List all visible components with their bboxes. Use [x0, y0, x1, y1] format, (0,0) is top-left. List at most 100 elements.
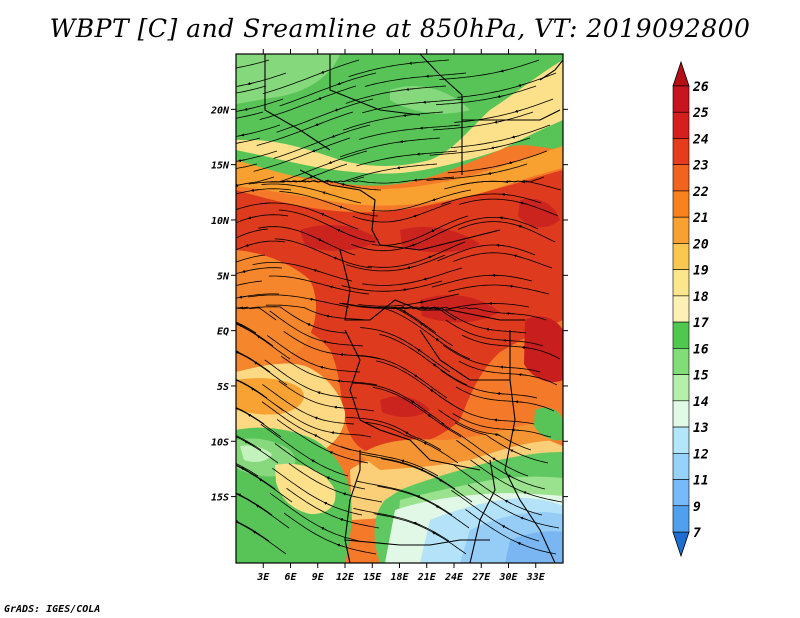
colorbar-swatch [672, 505, 690, 533]
streamline-arrow [438, 479, 446, 484]
streamline [236, 350, 271, 373]
streamline [350, 228, 449, 252]
streamline-arrow [317, 96, 325, 100]
streamline [236, 163, 258, 169]
streamline [441, 193, 542, 205]
streamline [442, 344, 541, 373]
streamline [455, 386, 555, 412]
streamline [358, 293, 460, 307]
streamline-arrow [339, 353, 348, 357]
streamline-arrow [399, 139, 408, 144]
lat-tick-label: 10N [211, 216, 230, 227]
streamline [345, 416, 442, 451]
streamline [352, 176, 455, 184]
streamline-arrow [514, 400, 523, 404]
field-east-darkred [524, 316, 563, 383]
streamline [279, 72, 377, 107]
streamline-arrow [250, 387, 258, 393]
colorbar-label: 23 [692, 159, 709, 174]
field-east-green [534, 407, 563, 441]
streamline-arrow [522, 491, 531, 495]
colorbar-label: 26 [692, 80, 709, 95]
streamline [236, 228, 269, 239]
colorbar-label: 20 [692, 237, 709, 252]
streamline [236, 254, 266, 263]
streamline-arrow [518, 373, 526, 377]
colorbar-label: 21 [692, 211, 709, 226]
lat-tick-label: 5N [217, 271, 230, 282]
streamline [456, 439, 546, 490]
streamline-arrow [499, 216, 507, 220]
streamline [278, 209, 376, 243]
streamline [356, 354, 448, 399]
streamline-arrow [430, 228, 438, 232]
streamline [270, 150, 368, 183]
colorbar-bottom-arrow [672, 531, 690, 558]
streamline-arrow [405, 87, 414, 91]
streamline [367, 241, 466, 268]
colorbar-label: 13 [693, 421, 709, 436]
streamline-arrow [247, 82, 255, 86]
lon-tick-label: 3E [256, 572, 270, 583]
streamline [276, 404, 372, 438]
streamline [272, 467, 363, 516]
streamline [457, 72, 557, 98]
streamline-arrow [423, 277, 431, 281]
streamline [373, 513, 467, 555]
streamline-arrow [420, 306, 428, 310]
streamline [346, 254, 446, 272]
streamline-arrow [247, 216, 256, 220]
streamline-arrow [402, 310, 410, 315]
streamline [248, 294, 350, 308]
colorbar-swatch [672, 243, 690, 270]
streamline-arrow [244, 440, 251, 445]
streamline-arrow [238, 295, 247, 299]
streamline-arrow [306, 323, 314, 327]
colorbar-swatch [672, 426, 690, 454]
streamline-arrow [517, 225, 526, 229]
streamline-arrow [320, 213, 328, 217]
streamline [236, 267, 283, 275]
streamline-arrow [333, 256, 341, 261]
streamline-arrow [342, 492, 350, 496]
map-area [227, 54, 563, 563]
streamline-arrow [230, 405, 236, 407]
streamline [236, 306, 277, 321]
streamline-arrow [320, 527, 328, 532]
streamline-arrow [328, 160, 336, 164]
field-se-deepblue [505, 531, 563, 563]
lon-tick-label: 33E [526, 572, 546, 583]
streamline [436, 244, 536, 262]
streamline [236, 188, 292, 195]
streamline [430, 306, 527, 334]
streamline-arrow [408, 61, 417, 65]
streamline-arrow [491, 457, 499, 462]
colorbar-label: 12 [693, 447, 709, 462]
streamline [361, 98, 464, 114]
streamline-arrow [519, 201, 528, 205]
streamline-arrow [432, 363, 439, 369]
streamline-arrow [241, 269, 250, 273]
streamline [452, 413, 552, 438]
streamline-arrow [329, 451, 337, 455]
streamline-arrow [336, 229, 344, 233]
streamline [362, 267, 463, 286]
streamline [465, 509, 557, 555]
streamline-arrow [255, 504, 263, 510]
streamline [269, 492, 360, 542]
streamline-arrow [227, 263, 233, 265]
streamline [451, 489, 540, 542]
streamline-arrow [504, 499, 512, 504]
streamline [340, 446, 439, 477]
streamline [274, 443, 366, 490]
streamline-arrow [419, 300, 427, 304]
streamline-arrow [485, 327, 494, 331]
streamline [379, 333, 468, 386]
streamline-arrow [316, 391, 325, 395]
field-north-tan [236, 60, 563, 174]
colorbar-swatch [672, 269, 690, 297]
streamline-arrow [413, 178, 422, 182]
streamline-arrow [243, 107, 252, 111]
streamline [447, 150, 548, 174]
streamline [360, 327, 451, 373]
